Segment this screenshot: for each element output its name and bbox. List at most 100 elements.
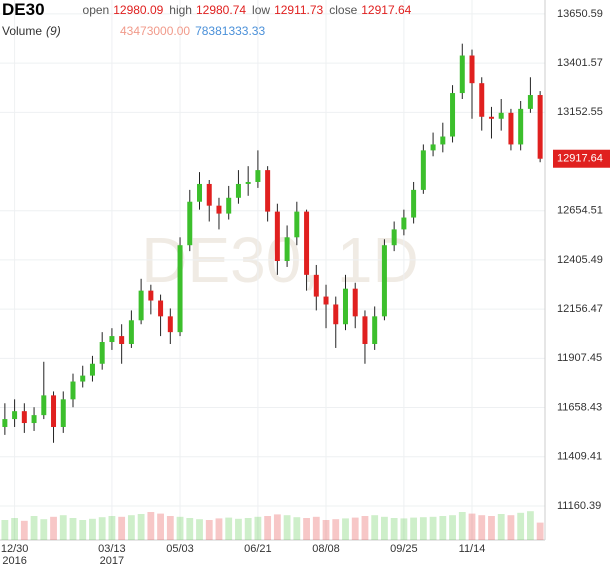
volume-bar xyxy=(293,517,301,540)
volume-bar xyxy=(342,518,349,540)
candle-body xyxy=(294,211,300,238)
volume-bar xyxy=(410,517,418,540)
candle-body xyxy=(41,395,47,416)
volume-bar xyxy=(11,518,19,540)
x-tick-label: 05/03 xyxy=(166,543,194,555)
volume-bar xyxy=(526,511,534,540)
volume-bar xyxy=(361,516,369,540)
volume-bar xyxy=(497,514,505,540)
y-tick-label: 13401.57 xyxy=(557,57,603,69)
volume-bar xyxy=(351,517,359,540)
volume-bar xyxy=(235,518,242,540)
volume-bar xyxy=(127,515,135,540)
candle-body xyxy=(479,83,485,117)
legend-symbol: DE30 xyxy=(2,0,45,19)
y-tick-label: 12156.47 xyxy=(557,303,603,315)
volume-bar xyxy=(89,518,96,540)
candle-body xyxy=(255,170,261,182)
volume-bar xyxy=(98,517,106,540)
candle-body xyxy=(89,363,95,376)
volume-bar xyxy=(478,515,486,540)
candle-body xyxy=(508,112,514,145)
volume-bar xyxy=(244,518,252,540)
candle-body xyxy=(450,93,456,137)
x-tick-label: 09/25 xyxy=(390,543,418,555)
candle-body xyxy=(226,197,232,214)
y-tick-label: 12405.49 xyxy=(557,254,603,266)
y-tick-label: 11907.45 xyxy=(557,352,602,364)
candle-body xyxy=(265,170,271,212)
candle-body xyxy=(274,211,280,262)
volume-bar xyxy=(381,516,388,540)
candle-body xyxy=(197,183,203,202)
x-tick-label: 11/14 xyxy=(459,543,486,555)
volume-bar xyxy=(273,514,281,540)
candle-body xyxy=(411,189,417,218)
candle-body xyxy=(488,116,494,119)
candle-body xyxy=(323,296,329,305)
volume-bar xyxy=(488,516,495,540)
volume-bar xyxy=(283,515,291,540)
candle-body xyxy=(109,336,115,343)
candle-body xyxy=(498,112,504,119)
candle-body xyxy=(352,288,358,317)
candle-body xyxy=(177,245,183,333)
candle-body xyxy=(459,55,465,94)
volume-bar xyxy=(517,512,525,540)
candle-body xyxy=(362,316,368,344)
candle-body xyxy=(128,320,134,344)
candle-body xyxy=(342,288,348,325)
candle-body xyxy=(148,290,154,301)
candle-body xyxy=(304,211,310,275)
candle-body xyxy=(51,395,57,427)
legend: DE30 open 12980.09 high 12980.74 low 12911.73 c… xyxy=(2,0,412,19)
volume-bar xyxy=(468,513,476,540)
volume-bar xyxy=(118,516,126,540)
candle-body xyxy=(119,336,125,344)
candle-body xyxy=(401,217,407,230)
candle-body xyxy=(60,399,66,427)
candle-body xyxy=(420,150,426,190)
volume-bar xyxy=(439,516,447,540)
volume-period: (9) xyxy=(46,24,61,38)
y-tick-label: 12654.51 xyxy=(557,205,603,217)
volume-bar xyxy=(264,516,272,540)
candle-body xyxy=(206,183,212,206)
candle-body xyxy=(245,181,251,184)
volume-bar xyxy=(157,513,164,540)
y-tick-label: 13650.59 xyxy=(557,8,603,20)
volume-label: Volume xyxy=(2,24,42,38)
volume-bar xyxy=(69,518,77,540)
volume-bar xyxy=(59,515,67,540)
volume-bar xyxy=(458,512,466,540)
volume-bar xyxy=(1,520,9,540)
volume-bar xyxy=(322,520,330,540)
volume-bar xyxy=(50,516,57,540)
volume-bar xyxy=(186,518,194,540)
y-tick-label: 11658.43 xyxy=(557,401,602,413)
candle-body xyxy=(469,55,475,84)
candle-body xyxy=(138,290,144,321)
candle-body xyxy=(440,136,446,145)
y-tick-label: 11409.41 xyxy=(557,451,602,463)
volume-bar xyxy=(215,518,223,540)
candle-body xyxy=(313,274,319,297)
candle-body xyxy=(158,300,164,317)
candle-body xyxy=(99,342,105,364)
volume-bar xyxy=(30,516,38,540)
volume-bar xyxy=(429,516,437,540)
candle-body xyxy=(21,411,27,424)
candle-body xyxy=(333,304,339,325)
price-tag-label: 12917.64 xyxy=(557,153,603,165)
volume-bar xyxy=(400,518,408,540)
grid xyxy=(0,0,545,540)
volume-bar xyxy=(205,520,213,540)
volume-bar xyxy=(137,514,145,540)
legend-label: close xyxy=(329,3,357,17)
price-tag xyxy=(553,149,610,168)
legend-value: 12911.73 xyxy=(274,3,323,17)
legend-value: 12980.09 xyxy=(113,3,163,17)
y-tick-label: 13152.55 xyxy=(557,106,603,118)
candle-body xyxy=(430,144,436,151)
